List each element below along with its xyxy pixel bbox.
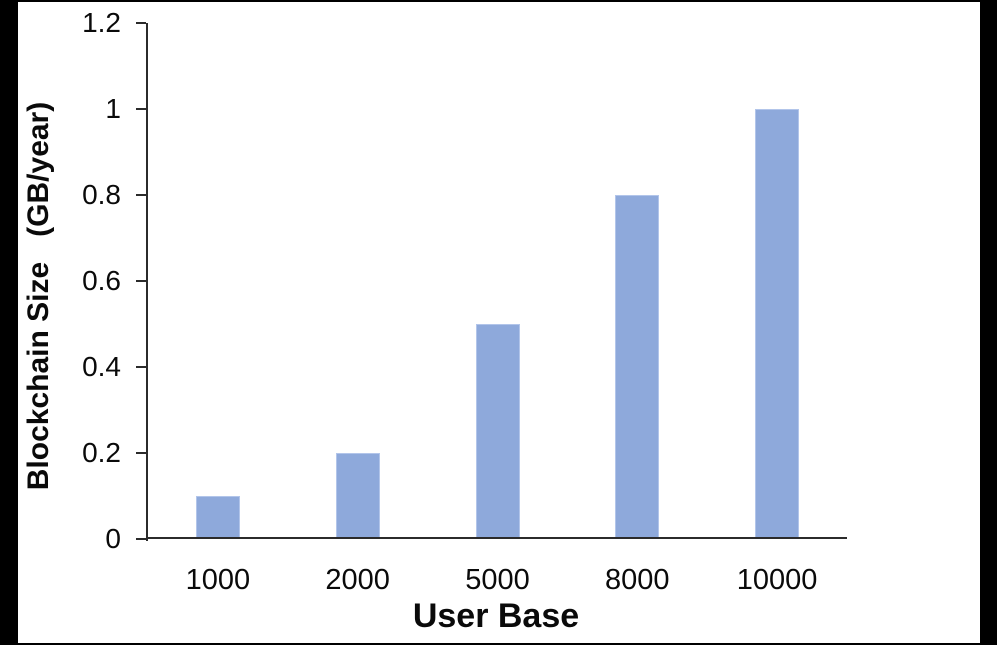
bar (475, 324, 520, 539)
y-tick-label: 0.8 (82, 179, 121, 210)
screen-bezel-left (0, 0, 18, 645)
x-axis-line (146, 537, 847, 539)
y-axis-tick (136, 366, 146, 368)
x-tick-label: 8000 (605, 564, 670, 596)
y-axis-tick (136, 452, 146, 454)
y-axis-tick (136, 280, 146, 282)
bar (195, 496, 240, 539)
plot-area: 0 0.2 0.4 0.6 0.8 1 1.2 1000 2000 5000 8000 10000 (82, 7, 847, 596)
x-tick-label: 1000 (185, 564, 251, 596)
y-tick-label: 0 (105, 523, 121, 554)
y-axis-line (146, 23, 148, 541)
screen-bezel-top (0, 0, 997, 2)
y-axis-tick (136, 22, 146, 24)
bar (615, 195, 660, 539)
y-axis-tick (136, 194, 146, 196)
bar (755, 109, 800, 539)
y-tick-label: 0.6 (82, 265, 121, 296)
y-tick-label: 1.2 (82, 7, 121, 38)
x-tick-label: 10000 (736, 564, 818, 596)
y-tick-label: 0.2 (82, 437, 121, 468)
y-axis-tick (136, 538, 146, 540)
y-tick-label: 0.4 (82, 351, 121, 382)
y-axis-tick (136, 108, 146, 110)
x-tick-label: 2000 (325, 564, 390, 596)
screen-bezel-bottom (0, 643, 997, 645)
bar (335, 453, 380, 539)
x-axis-title: User Base (412, 597, 580, 635)
y-tick-label: 1 (105, 93, 121, 124)
screen-bezel-right (980, 0, 997, 645)
x-tick-label: 5000 (465, 564, 530, 596)
